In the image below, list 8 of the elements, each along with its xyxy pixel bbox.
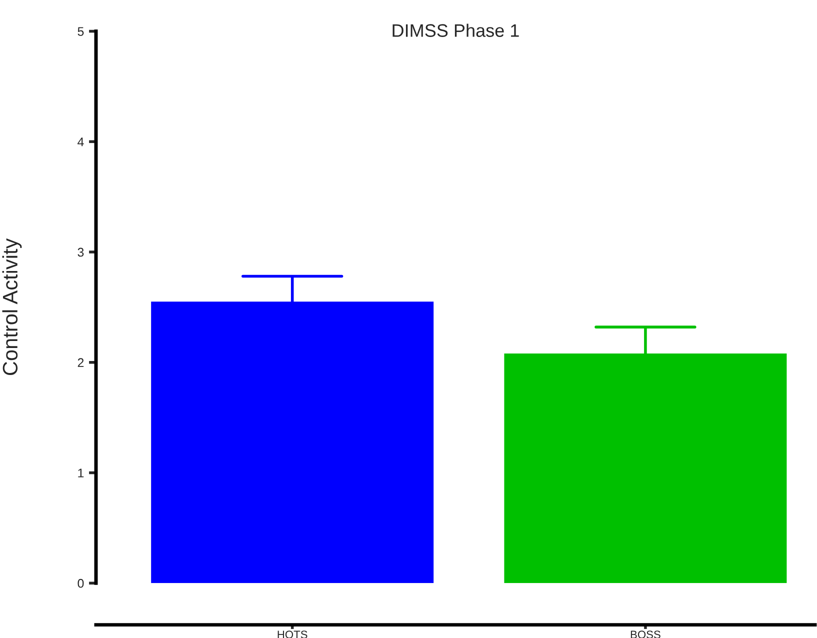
y-tick-label: 5 [78, 27, 84, 36]
y-tick-label: 4 [78, 138, 84, 146]
y-tick-label: 2 [78, 358, 84, 367]
y-tick-label: 3 [78, 248, 84, 257]
y-tick-label: 1 [78, 468, 84, 478]
y-axis-title: Control Activity [2, 238, 22, 376]
chart-title: DIMSS Phase 1 [392, 24, 519, 37]
y-tick-label: 0 [78, 578, 84, 588]
